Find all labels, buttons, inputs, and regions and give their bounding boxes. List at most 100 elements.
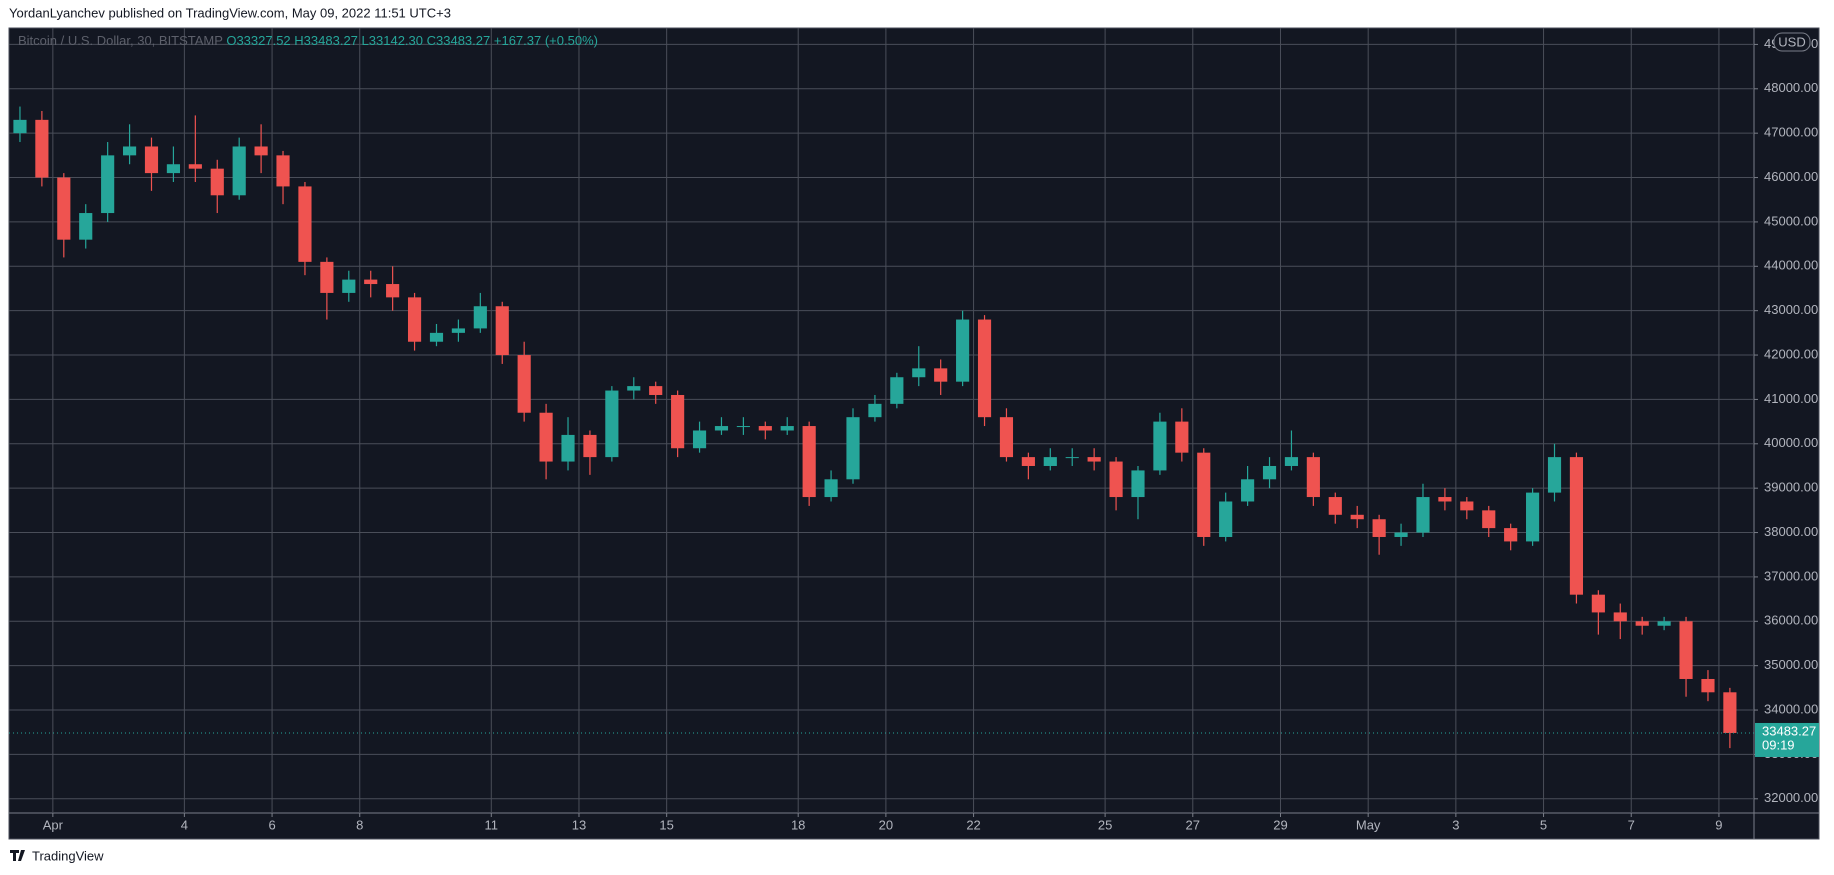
candle xyxy=(692,421,707,453)
candle-body xyxy=(934,368,948,382)
candle-body xyxy=(561,434,575,462)
candle xyxy=(1306,452,1320,506)
candle xyxy=(1153,412,1167,475)
candle-body xyxy=(232,146,246,196)
candle-body xyxy=(846,417,860,480)
y-tick-label: 40000.00 xyxy=(1764,435,1818,450)
x-tick-label: 7 xyxy=(1628,817,1635,832)
candle xyxy=(1109,457,1123,511)
candle-body xyxy=(1438,497,1452,502)
candle xyxy=(1416,483,1430,537)
candle-body xyxy=(1021,457,1035,466)
candle-body xyxy=(692,430,707,449)
candle-body xyxy=(1131,470,1145,498)
candle-body xyxy=(1175,421,1189,453)
candle xyxy=(583,430,597,475)
candle xyxy=(1591,590,1605,635)
candle xyxy=(1241,465,1255,506)
candle xyxy=(802,421,816,506)
candle-body xyxy=(539,412,553,462)
candle-body xyxy=(495,306,509,356)
candle xyxy=(868,394,882,422)
candle xyxy=(1350,505,1364,529)
candle xyxy=(320,257,334,320)
candle-body xyxy=(1504,528,1518,542)
candle-body xyxy=(1657,621,1671,626)
candle xyxy=(298,181,312,276)
candle-body xyxy=(758,426,772,431)
candle-body xyxy=(671,394,685,449)
candle xyxy=(1372,514,1386,555)
candle xyxy=(649,381,663,404)
x-tick-label: 13 xyxy=(572,817,586,832)
candle-body xyxy=(35,119,49,178)
candle-body xyxy=(1328,497,1342,515)
candle xyxy=(977,315,992,427)
candle xyxy=(758,421,772,440)
candle-body xyxy=(868,403,882,418)
candle-body xyxy=(276,155,290,187)
x-tick-label: 27 xyxy=(1186,817,1200,832)
candle-body xyxy=(605,390,619,458)
candle-body xyxy=(1153,421,1167,471)
x-tick-label: 9 xyxy=(1715,817,1722,832)
currency-label: USD xyxy=(1778,34,1805,49)
candle xyxy=(188,115,202,182)
candle xyxy=(627,377,641,400)
brand-logo xyxy=(10,850,25,861)
candle-body xyxy=(627,386,641,391)
brand: TradingView xyxy=(10,848,104,863)
candle xyxy=(407,292,422,351)
candle-body xyxy=(57,177,71,240)
candle xyxy=(824,470,838,502)
candle xyxy=(1504,523,1518,551)
candle xyxy=(232,137,246,200)
legend: Bitcoin / U.S. Dollar, 30, BITSTAMP O333… xyxy=(18,33,598,48)
candle-body xyxy=(824,479,838,498)
candle-body xyxy=(407,297,422,342)
candle-body xyxy=(188,164,202,169)
candle-body xyxy=(890,377,904,404)
candle-body xyxy=(1087,457,1101,462)
x-tick-label: 5 xyxy=(1540,817,1547,832)
candle-body xyxy=(714,426,729,431)
candle-body xyxy=(320,261,334,293)
candle-body xyxy=(1526,492,1540,542)
candle xyxy=(999,408,1014,462)
brand-name: TradingView xyxy=(32,848,104,863)
candle-body xyxy=(1262,465,1277,480)
candle xyxy=(1613,603,1627,640)
candle xyxy=(1679,616,1693,697)
currency-badge[interactable] xyxy=(1773,32,1811,52)
x-tick-label: 15 xyxy=(659,817,673,832)
y-tick-label: 39000.00 xyxy=(1764,480,1818,495)
candle-body xyxy=(1109,461,1123,498)
x-tick-label: Apr xyxy=(43,817,64,832)
legend-close: C33483.27 xyxy=(427,33,491,48)
x-tick-label: 4 xyxy=(181,817,188,832)
candle xyxy=(890,372,904,409)
candle xyxy=(846,408,860,484)
candle xyxy=(605,386,619,462)
y-tick-label: 37000.00 xyxy=(1764,568,1818,583)
candle-body xyxy=(451,328,465,333)
candle-body xyxy=(1569,457,1584,595)
candle xyxy=(1065,448,1079,466)
candle xyxy=(1460,497,1474,520)
candle-body xyxy=(583,434,597,458)
candle-body xyxy=(1241,479,1255,502)
candle xyxy=(429,323,444,347)
candle-body xyxy=(1482,510,1496,529)
candle xyxy=(364,270,378,298)
candle xyxy=(1701,670,1715,702)
candle xyxy=(1723,687,1737,749)
candle-body xyxy=(144,146,159,174)
candle-body xyxy=(517,355,531,413)
candle xyxy=(451,319,465,342)
candle-body xyxy=(802,426,816,498)
candle xyxy=(561,417,575,471)
candle-body xyxy=(780,426,794,431)
candle-body xyxy=(210,168,224,196)
candle xyxy=(736,417,750,435)
candle-body xyxy=(1197,452,1211,537)
